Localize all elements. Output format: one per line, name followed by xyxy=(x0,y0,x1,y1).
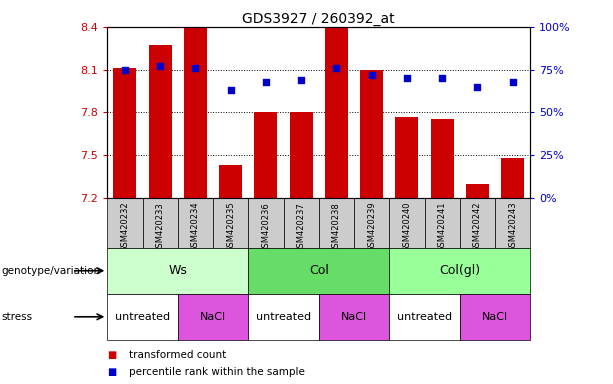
Bar xyxy=(248,198,283,248)
Text: ■: ■ xyxy=(107,367,116,377)
Bar xyxy=(460,198,495,248)
Bar xyxy=(219,165,242,198)
Point xyxy=(226,87,235,93)
Text: Col(gl): Col(gl) xyxy=(439,264,481,277)
Text: percentile rank within the sample: percentile rank within the sample xyxy=(129,367,305,377)
Bar xyxy=(113,68,136,198)
Text: NaCl: NaCl xyxy=(482,312,508,322)
Bar xyxy=(389,294,460,340)
Bar xyxy=(495,198,530,248)
Bar xyxy=(107,198,142,248)
Text: GSM420242: GSM420242 xyxy=(473,202,482,252)
Bar xyxy=(283,198,319,248)
Point xyxy=(437,75,447,81)
Bar xyxy=(254,113,277,198)
Bar xyxy=(319,294,389,340)
Text: GSM420236: GSM420236 xyxy=(261,202,270,253)
Point xyxy=(367,72,376,78)
Bar xyxy=(178,198,213,248)
Text: GSM420235: GSM420235 xyxy=(226,202,235,252)
Point xyxy=(191,65,200,71)
Text: untreated: untreated xyxy=(397,312,452,322)
Text: stress: stress xyxy=(1,312,32,322)
Bar xyxy=(248,294,319,340)
Title: GDS3927 / 260392_at: GDS3927 / 260392_at xyxy=(243,12,395,26)
Bar xyxy=(213,198,248,248)
Bar xyxy=(460,294,530,340)
Point xyxy=(296,77,306,83)
Text: GSM420239: GSM420239 xyxy=(367,202,376,252)
Bar xyxy=(501,158,524,198)
Text: GSM420240: GSM420240 xyxy=(402,202,411,252)
Text: GSM420234: GSM420234 xyxy=(191,202,200,252)
Point xyxy=(332,65,341,71)
Point xyxy=(473,84,482,90)
Text: GSM420241: GSM420241 xyxy=(438,202,447,252)
Text: ■: ■ xyxy=(107,350,116,360)
Bar xyxy=(325,27,348,198)
Bar xyxy=(354,198,389,248)
Text: GSM420233: GSM420233 xyxy=(156,202,165,253)
Text: GSM420232: GSM420232 xyxy=(120,202,129,252)
Text: Col: Col xyxy=(309,264,329,277)
Bar xyxy=(107,294,178,340)
Text: GSM420237: GSM420237 xyxy=(297,202,306,253)
Bar xyxy=(424,198,460,248)
Bar xyxy=(466,184,489,198)
Bar xyxy=(178,294,248,340)
Point xyxy=(120,66,130,73)
Point xyxy=(508,78,517,84)
Bar xyxy=(389,198,425,248)
Bar xyxy=(319,198,354,248)
Point xyxy=(261,78,271,84)
Text: transformed count: transformed count xyxy=(129,350,226,360)
Bar xyxy=(290,113,313,198)
Bar xyxy=(431,119,454,198)
Text: GSM420238: GSM420238 xyxy=(332,202,341,253)
Point xyxy=(402,75,412,81)
Text: untreated: untreated xyxy=(256,312,311,322)
Bar xyxy=(184,28,207,198)
Bar xyxy=(149,45,172,198)
Text: NaCl: NaCl xyxy=(341,312,367,322)
Bar xyxy=(360,70,383,198)
Text: GSM420243: GSM420243 xyxy=(508,202,517,252)
Text: genotype/variation: genotype/variation xyxy=(1,266,101,276)
Bar xyxy=(395,117,418,198)
Bar xyxy=(107,248,248,294)
Text: untreated: untreated xyxy=(115,312,170,322)
Bar xyxy=(142,198,178,248)
Point xyxy=(155,63,165,69)
Text: Ws: Ws xyxy=(169,264,187,277)
Bar xyxy=(248,248,389,294)
Bar xyxy=(389,248,530,294)
Text: NaCl: NaCl xyxy=(200,312,226,322)
